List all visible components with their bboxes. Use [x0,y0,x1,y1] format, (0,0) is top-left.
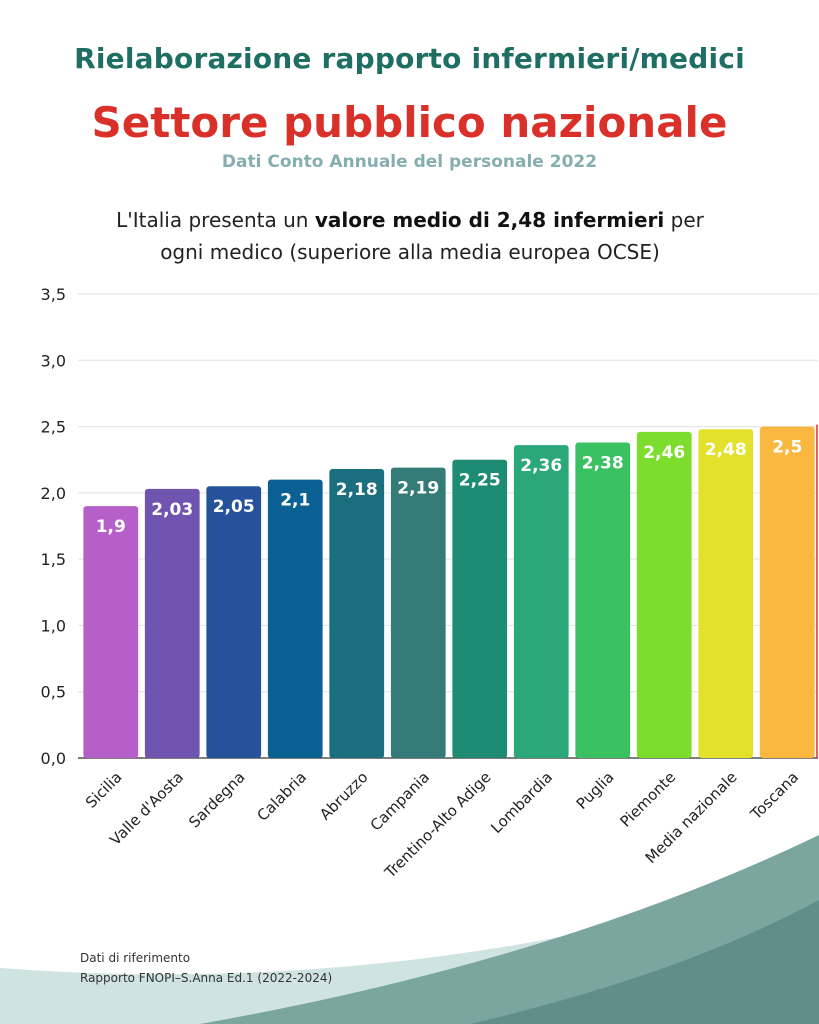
data-label: 2,48 [705,440,747,460]
lead-text-part2: per ogni medico (superiore alla media eu… [160,208,704,264]
y-tick-label: 2,0 [41,484,66,503]
data-label: 2,18 [336,480,378,500]
bar[interactable] [698,429,754,758]
lead-text-part1: L'Italia presenta un [116,208,315,232]
x-tick-label: Toscana [746,768,802,824]
x-tick-label: Calabria [253,768,310,825]
lead-text: L'Italia presenta un valore medio di 2,4… [100,204,720,268]
x-tick-label: Abruzzo [316,768,371,823]
x-tick-label: Puglia [573,768,618,813]
bar[interactable] [83,506,139,758]
footer-line-1: Dati di riferimento [80,951,191,965]
bar[interactable] [267,479,323,758]
y-tick-label: 3,0 [41,351,66,370]
chart-title: Rielaborazione rapporto infermieri/medic… [74,42,745,75]
data-label: 1,9 [96,517,126,537]
x-tick-label: Lombardia [487,768,556,837]
y-tick-label: 3,5 [41,285,66,304]
footer-line-2: Rapporto FNOPI–S.Anna Ed.1 (2022-2024) [80,971,333,985]
y-tick-label: 0,5 [41,683,66,702]
data-label: 2,36 [520,456,562,476]
data-label: 2,03 [151,500,193,520]
data-label: 2,38 [582,453,624,473]
x-tick-label: Piemonte [616,768,679,831]
data-label: 2,19 [397,479,439,499]
y-tick-label: 1,0 [41,616,66,635]
x-tick-label: Trentino-Alto Adige [381,768,495,882]
bar[interactable] [144,488,200,758]
x-tick-label: Campania [367,768,433,834]
data-label: 2,05 [213,497,255,517]
x-tick-label: Sicilia [82,768,126,812]
data-label: 2,25 [459,471,501,491]
bar[interactable] [513,445,569,758]
data-label: 2,5 [772,438,802,458]
lead-text-bold: valore medio di 2,48 infermieri [314,208,665,232]
bar[interactable] [759,426,815,758]
bar[interactable] [206,486,262,758]
bar[interactable] [575,442,631,758]
bar[interactable] [390,467,446,758]
bar[interactable] [636,431,692,758]
bar-chart: 0,00,51,01,52,02,53,03,51,9Sicilia2,03Va… [41,285,818,882]
y-tick-label: 2,5 [41,418,66,437]
data-label: 2,1 [280,491,310,511]
y-tick-label: 1,5 [41,550,66,569]
data-source-line: Dati Conto Annuale del personale 2022 [221,152,598,172]
data-label: 2,46 [643,443,685,463]
bar[interactable] [329,468,385,758]
chart-subtitle: Settore pubblico nazionale [91,98,728,147]
bar[interactable] [452,459,508,758]
footer-note: Dati di riferimento Rapporto FNOPI–S.Ann… [80,948,332,988]
x-tick-label: Sardegna [185,768,248,831]
y-tick-label: 0,0 [41,749,66,768]
